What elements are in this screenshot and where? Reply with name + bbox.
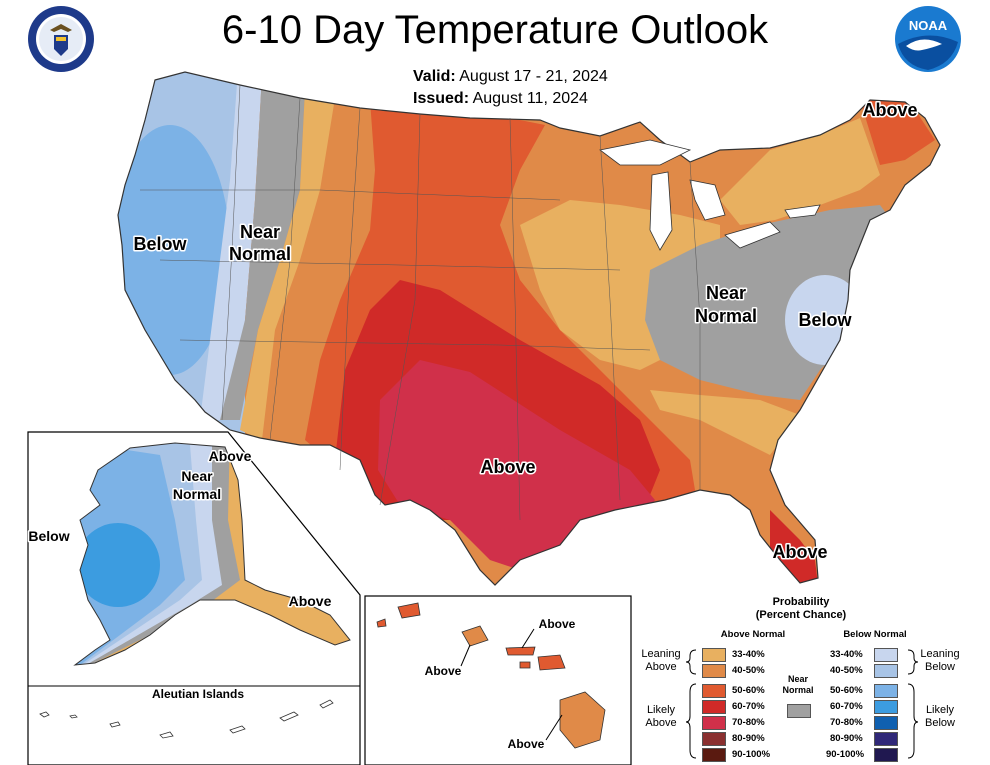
swatch-below-5: [874, 716, 898, 730]
label-northeast-above: Above: [862, 100, 917, 120]
label-conus-below: Below: [133, 234, 187, 254]
label-texas-above: Above: [480, 457, 535, 477]
label-ak-near: Near: [181, 468, 213, 484]
issued-value: August 11, 2024: [472, 90, 588, 107]
commerce-seal-logo: [28, 6, 94, 72]
conus-outline: [117, 71, 941, 586]
pct-below-2: 40-50%: [830, 665, 863, 676]
label-florida-above: Above: [772, 542, 827, 562]
legend-near-2: Normal: [782, 685, 814, 695]
legend-likely-above-1: Likely: [646, 704, 676, 716]
legend-likely-below: Likely Below: [914, 704, 966, 730]
lake-ontario: [784, 204, 821, 219]
swatch-above-3: [702, 684, 726, 698]
pct-below-1: 33-40%: [830, 649, 863, 660]
label-ak-above-north: Above: [209, 448, 252, 464]
pct-below-6: 80-90%: [830, 733, 863, 744]
label-hi-above-2: Above: [425, 664, 462, 678]
label-hi-above-1: Above: [539, 617, 576, 631]
label-east-normal: Normal: [695, 306, 757, 326]
valid-value: August 17 - 21, 2024: [459, 68, 608, 85]
pct-above-4: 60-70%: [732, 701, 765, 712]
legend-likely-above: Likely Above: [636, 704, 686, 730]
pct-above-6: 80-90%: [732, 733, 765, 744]
swatch-below-1: [874, 648, 898, 662]
legend-title-1: Probability: [772, 596, 830, 608]
legend-leaning-above: Leaning Above: [636, 648, 686, 674]
legend-near-1: Near: [787, 674, 808, 684]
noaa-logo-text: NOAA: [909, 18, 948, 33]
legend-leaning-below: Leaning Below: [914, 648, 966, 674]
legend-title-2: (Percent Chance): [755, 609, 847, 621]
lake-superior: [599, 139, 692, 166]
aleutian-title: Aleutian Islands: [152, 687, 244, 701]
swatch-above-2: [702, 664, 726, 678]
pct-below-4: 60-70%: [830, 701, 863, 712]
swatch-above-5: [702, 716, 726, 730]
label-conus-near: Near: [240, 222, 280, 242]
legend-above-header: Above Normal: [720, 629, 786, 640]
label-ak-above-south: Above: [289, 593, 332, 609]
valid-line: Valid: August 17 - 21, 2024: [413, 68, 608, 86]
legend-near-swatch: [787, 704, 811, 718]
valid-label: Valid:: [413, 68, 456, 85]
swatch-above-1: [702, 648, 726, 662]
lake-michigan: [649, 171, 673, 251]
label-east-near: Near: [706, 283, 746, 303]
label-ak-below: Below: [28, 528, 69, 544]
swatch-below-4: [874, 700, 898, 714]
lake-erie: [724, 221, 781, 249]
label-ak-normal: Normal: [173, 486, 221, 502]
label-hi-above-3: Above: [508, 737, 545, 751]
label-conus-normal: Normal: [229, 244, 291, 264]
swatch-below-2: [874, 664, 898, 678]
swatch-below-3: [874, 684, 898, 698]
pct-below-5: 70-80%: [830, 717, 863, 728]
probability-legend: Probability (Percent Chance) Above Norma…: [636, 596, 966, 762]
aleutian-islands: [39, 699, 334, 739]
alaska-outline: [73, 442, 351, 666]
issued-label: Issued:: [413, 90, 470, 107]
legend-near-normal: Near Normal: [776, 674, 820, 696]
legend-likely-below-2: Below: [925, 717, 955, 729]
state-borders: [140, 84, 701, 521]
pct-below-3: 50-60%: [830, 685, 863, 696]
legend-leaning-above-1: Leaning: [641, 648, 681, 660]
legend-braces: [685, 649, 919, 759]
legend-leaning-below-1: Leaning: [920, 648, 960, 660]
swatch-above-4: [702, 700, 726, 714]
hawaii-pointers: [460, 628, 563, 741]
swatch-below-7: [874, 748, 898, 762]
pct-below-7: 90-100%: [826, 749, 865, 760]
pct-above-7: 90-100%: [732, 749, 771, 760]
swatch-above-6: [702, 732, 726, 746]
pct-above-1: 33-40%: [732, 649, 765, 660]
noaa-logo: NOAA: [895, 6, 961, 72]
legend-leaning-above-2: Above: [645, 661, 677, 673]
legend-below-header: Below Normal: [843, 629, 907, 640]
pct-above-3: 50-60%: [732, 685, 765, 696]
legend-likely-above-2: Above: [645, 717, 677, 729]
swatch-below-6: [874, 732, 898, 746]
pct-above-5: 70-80%: [732, 717, 765, 728]
hawaii-islands: [376, 602, 606, 749]
legend-leaning-below-2: Below: [925, 661, 955, 673]
legend-likely-below-1: Likely: [925, 704, 955, 716]
label-east-below: Below: [798, 310, 852, 330]
lake-huron: [689, 179, 726, 221]
pct-above-2: 40-50%: [732, 665, 765, 676]
issued-line: Issued: August 11, 2024: [413, 90, 588, 108]
map-title: 6-10 Day Temperature Outlook: [221, 8, 769, 52]
swatch-above-7: [702, 748, 726, 762]
